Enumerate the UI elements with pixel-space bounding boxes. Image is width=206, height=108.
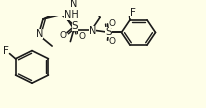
Text: S: S xyxy=(105,27,112,37)
Text: S: S xyxy=(72,21,78,31)
Text: N: N xyxy=(89,26,96,36)
Text: O: O xyxy=(109,37,116,46)
Text: N: N xyxy=(70,0,77,9)
Text: O: O xyxy=(60,31,67,40)
Text: O: O xyxy=(78,32,85,40)
Text: O: O xyxy=(109,19,116,28)
Text: F: F xyxy=(130,8,136,18)
Text: F: F xyxy=(3,46,8,56)
Text: NH: NH xyxy=(64,10,79,20)
Text: N: N xyxy=(36,29,43,39)
